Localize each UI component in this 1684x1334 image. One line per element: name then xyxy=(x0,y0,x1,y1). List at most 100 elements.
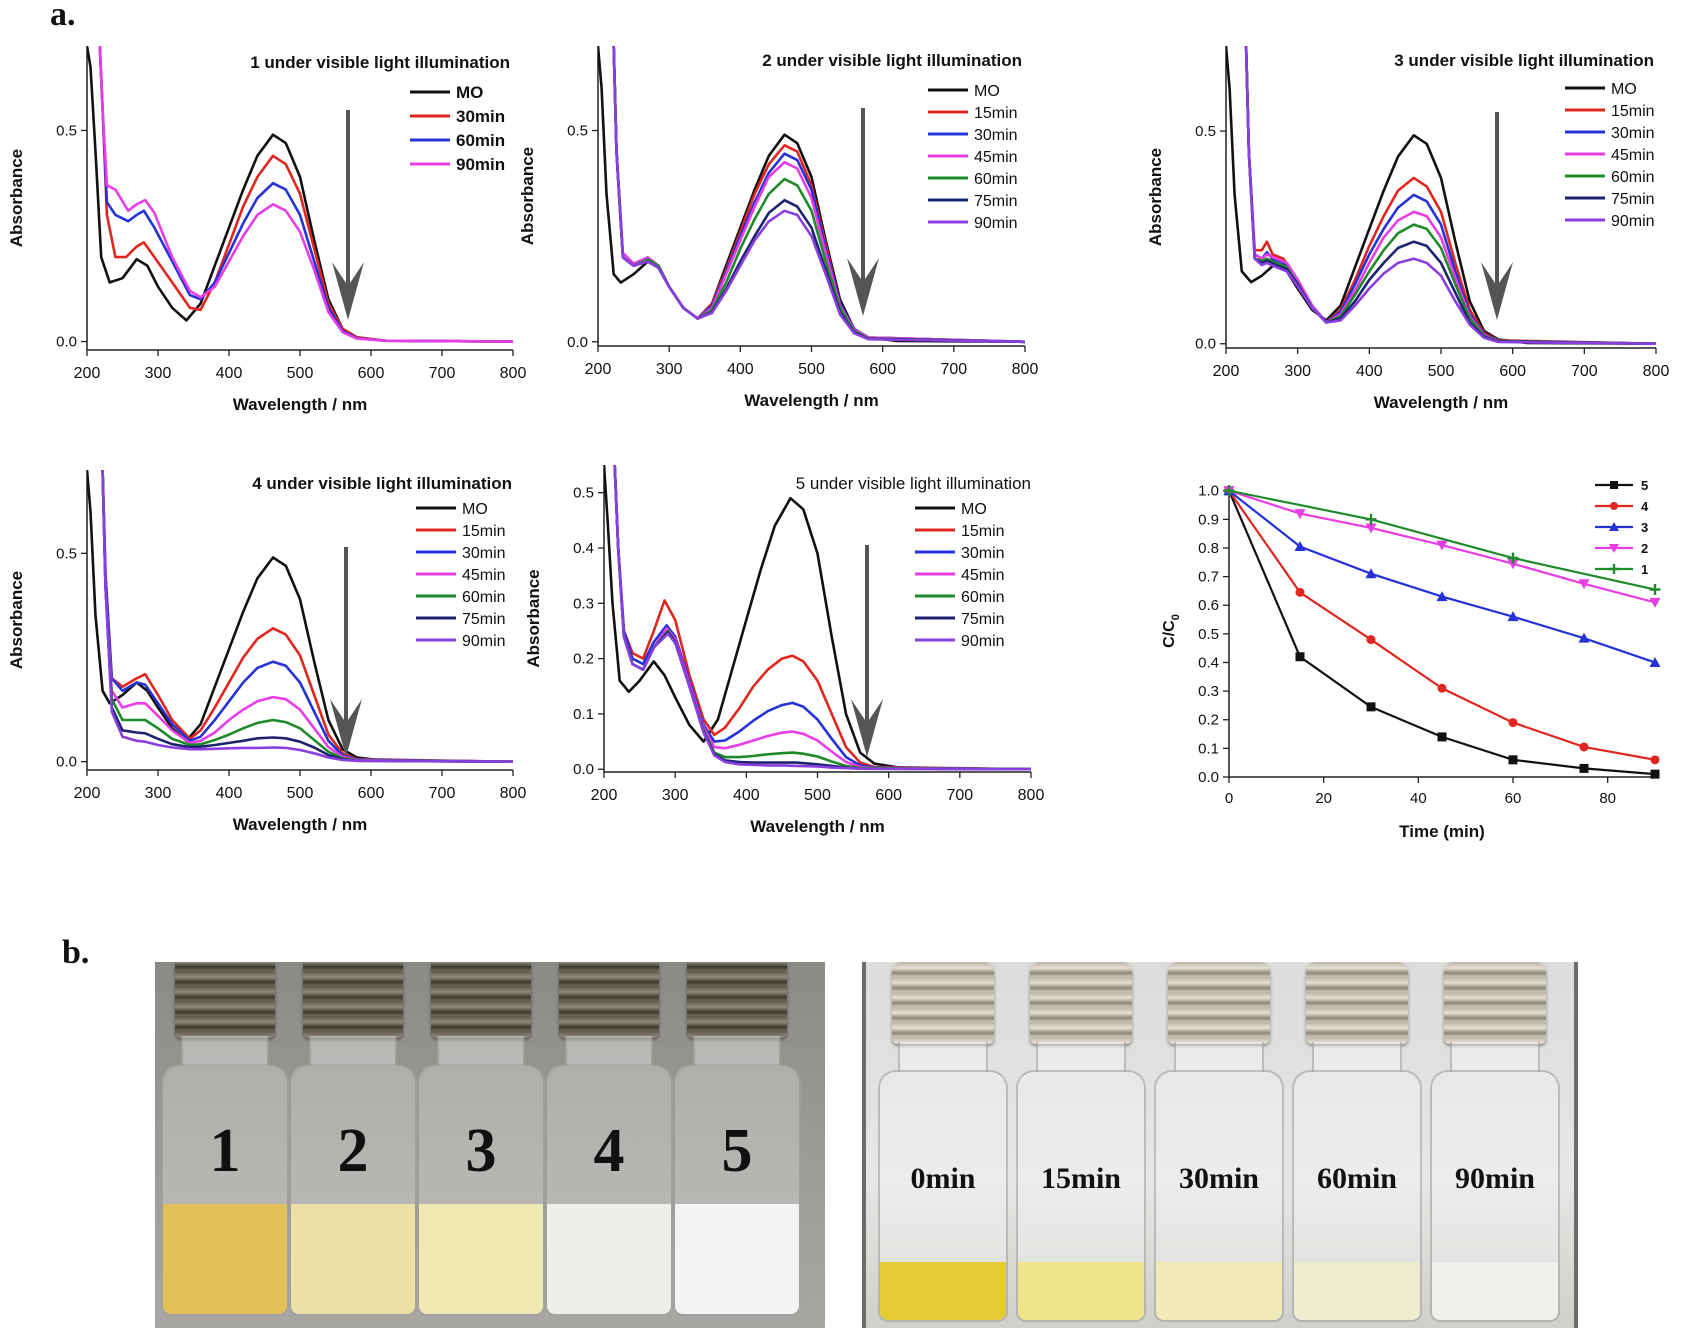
x-tick-label: 60 xyxy=(1505,790,1522,807)
series-line-1 xyxy=(1228,489,1656,591)
y-axis-label: Absorbance xyxy=(7,149,26,247)
x-tick-label: 600 xyxy=(875,787,902,804)
x-tick-label: 400 xyxy=(216,785,243,802)
spectra-chart-5: 200 300 400 500 600 700 800 0.0 0.1 0.2 0.3 0.4 0.5 W… xyxy=(524,465,1044,836)
series-line-15min xyxy=(1244,46,1656,345)
vial-liquid xyxy=(1018,1262,1144,1320)
series-line-75min xyxy=(101,470,513,763)
legend-label-60min: 60min xyxy=(974,171,1018,188)
legend-label-MO: MO xyxy=(1611,81,1637,98)
vial-body xyxy=(417,1064,545,1316)
chart-title: 2 under visible light illumination xyxy=(762,51,1022,70)
panel-label-b: b. xyxy=(62,934,90,971)
vial-cap xyxy=(1168,962,1270,1044)
y-axis-label: Absorbance xyxy=(518,147,537,245)
data-point-5 xyxy=(1508,755,1518,765)
vial-body xyxy=(878,1070,1008,1322)
x-tick-label: 200 xyxy=(74,365,101,382)
x-tick-label: 200 xyxy=(591,787,618,804)
vial-label: 5 xyxy=(721,1117,753,1185)
legend-label-3: 3 xyxy=(1641,520,1648,535)
series-line-30min xyxy=(613,465,1031,771)
y-tick-label: 0.1 xyxy=(1198,740,1219,757)
vial-cap xyxy=(1306,962,1408,1044)
x-tick-label: 400 xyxy=(1356,363,1383,380)
series-line-15min xyxy=(613,465,1031,771)
kinetics-chart: 0 20 40 60 80 0.0 0.1 0.2 0.3 0.4 0.5 0.6 0.7 0.8 0.9 1… xyxy=(1161,478,1661,841)
x-axis-label: Time (min) xyxy=(1399,822,1485,841)
x-tick-label: 800 xyxy=(500,365,527,382)
vial-label: 90min xyxy=(1454,1162,1535,1195)
legend-label-90min: 90min xyxy=(974,215,1018,232)
legend-label-MO: MO xyxy=(974,83,1000,100)
legend-label-4: 4 xyxy=(1641,499,1649,514)
legend-label-60min: 60min xyxy=(462,589,506,606)
vial-60min: 60min xyxy=(1292,962,1422,1322)
series-line-45min xyxy=(1244,46,1656,345)
x-tick-label: 700 xyxy=(429,785,456,802)
x-tick-label: 500 xyxy=(287,365,314,382)
data-point-4 xyxy=(1508,718,1518,728)
data-point-2 xyxy=(1649,597,1661,608)
spectra-chart-1: 200 300 400 500 600 700 800 0.0 0.5 Wavelength / … xyxy=(7,46,527,414)
x-tick-label: 400 xyxy=(727,361,754,378)
vial-body xyxy=(1430,1070,1560,1322)
x-tick-label: 500 xyxy=(1428,363,1455,380)
legend-label-MO: MO xyxy=(961,501,987,518)
legend-label-60min: 60min xyxy=(1611,169,1655,186)
data-point-4 xyxy=(1579,742,1589,752)
x-tick-label: 40 xyxy=(1410,790,1427,807)
legend-label-90min: 90min xyxy=(961,633,1005,650)
data-point-2 xyxy=(1294,509,1306,520)
vial-3: 3 xyxy=(417,962,545,1316)
legend-label-1: 1 xyxy=(1641,562,1648,577)
vial-1: 1 xyxy=(161,962,289,1316)
legend-label-MO: MO xyxy=(456,83,483,102)
y-tick-label: 0.0 xyxy=(1195,336,1216,353)
data-point-3 xyxy=(1365,568,1377,579)
x-axis-label: Wavelength / nm xyxy=(233,395,367,414)
x-tick-label: 300 xyxy=(145,785,172,802)
series-line-60min xyxy=(98,46,513,343)
vial-liquid xyxy=(1156,1262,1282,1320)
y-tick-label: 0.2 xyxy=(573,651,594,668)
legend-label-15min: 15min xyxy=(462,523,506,540)
vial-0min: 0min xyxy=(878,962,1008,1322)
vial-label: 3 xyxy=(465,1117,497,1185)
legend-label-MO: MO xyxy=(462,501,488,518)
vial-liquid xyxy=(1432,1262,1558,1320)
legend-marker-2 xyxy=(1609,544,1619,553)
x-tick-label: 80 xyxy=(1599,790,1616,807)
series-line-45min xyxy=(612,46,1025,344)
x-tick-label: 200 xyxy=(585,361,612,378)
x-tick-label: 500 xyxy=(798,361,825,378)
y-tick-label: 0.3 xyxy=(1198,683,1219,700)
vial-photo-time-series: 0min 15min 30min 60min 90min xyxy=(862,962,1578,1328)
legend-marker-4 xyxy=(1610,502,1618,510)
y-tick-label: 0.5 xyxy=(56,545,77,562)
y-tick-label: 0.5 xyxy=(1195,123,1216,140)
vial-30min: 30min xyxy=(1154,962,1284,1322)
series-line-90min xyxy=(98,46,513,343)
series-line-45min xyxy=(101,470,513,763)
series-line-30min xyxy=(101,470,513,763)
y-tick-label: 0.9 xyxy=(1198,511,1219,528)
legend-label-75min: 75min xyxy=(462,611,506,628)
y-tick-label: 0.4 xyxy=(573,540,594,557)
legend-marker-1 xyxy=(1609,564,1619,574)
spectra-chart-2: 200 300 400 500 600 700 800 0.0 0.5 Wavelength / … xyxy=(518,46,1038,410)
x-axis-label: Wavelength / nm xyxy=(233,815,367,834)
vial-liquid xyxy=(880,1262,1006,1320)
data-point-2 xyxy=(1507,559,1519,570)
chart-title: 4 under visible light illumination xyxy=(252,474,512,493)
chart-title: 1 under visible light illumination xyxy=(250,53,510,72)
vial-cap xyxy=(431,962,531,1038)
x-tick-label: 20 xyxy=(1315,790,1332,807)
legend-label-45min: 45min xyxy=(974,149,1018,166)
vial-liquid xyxy=(547,1204,671,1314)
series-line-5 xyxy=(1227,490,1656,776)
x-tick-label: 700 xyxy=(940,361,967,378)
y-tick-label: 0.5 xyxy=(1198,626,1219,643)
legend-label-75min: 75min xyxy=(974,193,1018,210)
vial-cap xyxy=(559,962,659,1038)
